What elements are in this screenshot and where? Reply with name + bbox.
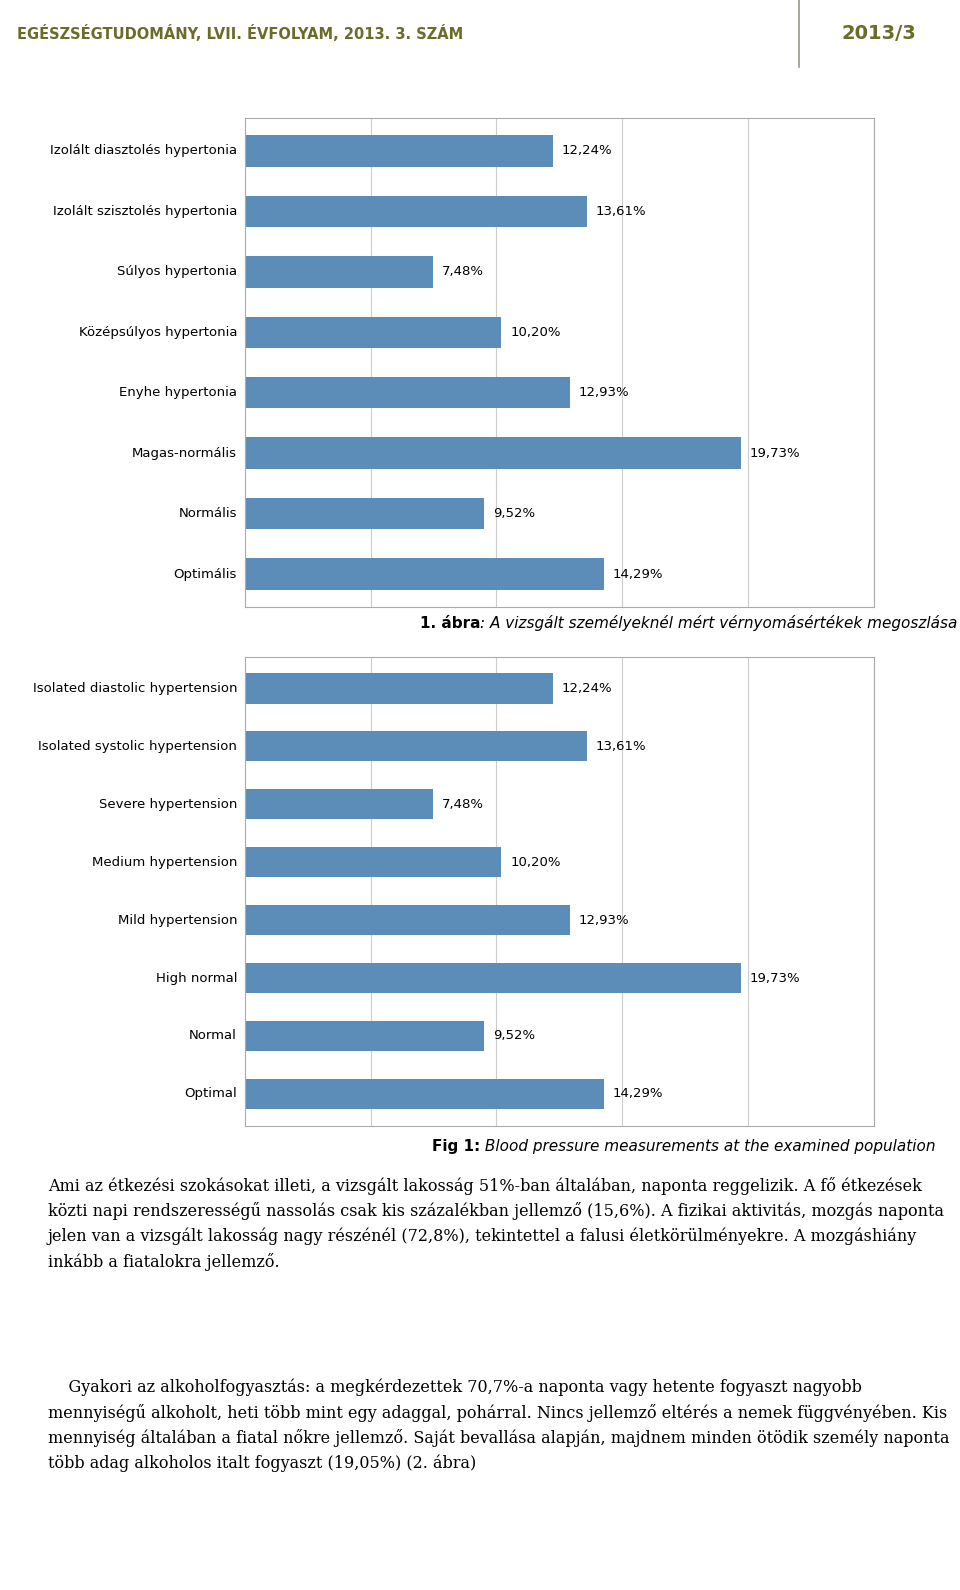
Bar (245, 316, 501, 348)
Text: 13,61%: 13,61% (596, 205, 646, 218)
Text: Optimal: Optimal (184, 1088, 237, 1100)
Text: 19,73%: 19,73% (750, 971, 801, 984)
Text: Normal: Normal (189, 1029, 237, 1043)
Bar (245, 964, 741, 994)
Text: 7,48%: 7,48% (442, 798, 484, 811)
Text: 9,52%: 9,52% (493, 507, 535, 520)
Text: Normális: Normális (179, 507, 237, 520)
Text: Optimális: Optimális (174, 568, 237, 580)
Text: 12,93%: 12,93% (579, 386, 630, 399)
Text: Gyakori az alkoholfogyasztás: a megkérdezettek 70,7%-a naponta vagy hetente fogy: Gyakori az alkoholfogyasztás: a megkérde… (48, 1379, 949, 1472)
Text: Blood pressure measurements at the examined population: Blood pressure measurements at the exami… (480, 1138, 935, 1154)
Bar (245, 847, 501, 878)
Text: Súlyos hypertonia: Súlyos hypertonia (117, 266, 237, 278)
Text: 10,20%: 10,20% (510, 855, 561, 868)
Text: Isolated systolic hypertension: Isolated systolic hypertension (38, 739, 237, 754)
Text: Medium hypertension: Medium hypertension (92, 855, 237, 868)
Text: 12,24%: 12,24% (562, 145, 612, 157)
Text: 10,20%: 10,20% (510, 326, 561, 339)
Bar (245, 731, 588, 762)
Text: Középsúlyos hypertonia: Középsúlyos hypertonia (79, 326, 237, 339)
Text: High normal: High normal (156, 971, 237, 984)
Bar (245, 789, 433, 819)
Text: Magas-normális: Magas-normális (132, 447, 237, 460)
Text: 7,48%: 7,48% (442, 266, 484, 278)
Bar (245, 196, 588, 227)
Bar (245, 905, 570, 935)
Text: : A vizsgált személyeknél mért vérnyomásértékek megoszlása: : A vizsgált személyeknél mért vérnyomás… (480, 615, 957, 631)
Bar (245, 498, 484, 529)
Bar (245, 256, 433, 288)
Text: Fig 1:: Fig 1: (432, 1138, 480, 1154)
Text: Isolated diastolic hypertension: Isolated diastolic hypertension (33, 682, 237, 695)
Text: 14,29%: 14,29% (613, 1088, 663, 1100)
Text: Severe hypertension: Severe hypertension (99, 798, 237, 811)
Text: EGÉSZSÉGTUDOMÁNY, LVII. ÉVFOLYAM, 2013. 3. SZÁM: EGÉSZSÉGTUDOMÁNY, LVII. ÉVFOLYAM, 2013. … (17, 25, 464, 41)
Text: 14,29%: 14,29% (613, 568, 663, 580)
Bar (245, 1080, 604, 1108)
Text: Ami az étkezési szokásokat illeti, a vizsgált lakosság 51%-ban általában, napont: Ami az étkezési szokásokat illeti, a viz… (48, 1177, 944, 1270)
Text: 13,61%: 13,61% (596, 739, 646, 754)
Text: 2013/3: 2013/3 (842, 24, 917, 43)
Text: Enyhe hypertonia: Enyhe hypertonia (119, 386, 237, 399)
Bar (245, 558, 604, 590)
Text: 12,24%: 12,24% (562, 682, 612, 695)
Bar (245, 674, 553, 703)
Bar (245, 1021, 484, 1051)
Bar (245, 377, 570, 409)
Bar (245, 135, 553, 167)
Text: Izolált diasztolés hypertonia: Izolált diasztolés hypertonia (50, 145, 237, 157)
Text: 12,93%: 12,93% (579, 914, 630, 927)
Text: 9,52%: 9,52% (493, 1029, 535, 1043)
Text: 1. ábra: 1. ábra (420, 615, 480, 631)
Text: Mild hypertension: Mild hypertension (118, 914, 237, 927)
Bar (245, 437, 741, 469)
Text: Izolált szisztolés hypertonia: Izolált szisztolés hypertonia (53, 205, 237, 218)
Text: 19,73%: 19,73% (750, 447, 801, 460)
